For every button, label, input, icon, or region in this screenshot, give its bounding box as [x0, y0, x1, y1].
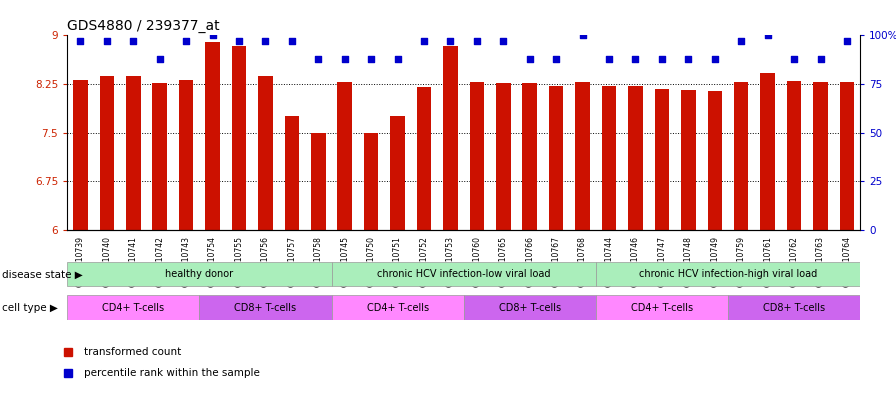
- Bar: [67, 262, 332, 286]
- Text: chronic HCV infection-low viral load: chronic HCV infection-low viral load: [377, 269, 550, 279]
- Bar: [258, 76, 272, 230]
- Point: [655, 55, 669, 62]
- Bar: [285, 116, 299, 230]
- Bar: [179, 80, 194, 230]
- Bar: [73, 80, 88, 230]
- Bar: [814, 82, 828, 230]
- Bar: [655, 88, 669, 230]
- Bar: [67, 295, 199, 320]
- Point: [285, 38, 299, 44]
- Text: disease state ▶: disease state ▶: [2, 269, 82, 279]
- Bar: [575, 82, 590, 230]
- Text: GDS4880 / 239377_at: GDS4880 / 239377_at: [67, 19, 220, 33]
- Point: [391, 55, 405, 62]
- Point: [708, 55, 722, 62]
- Bar: [444, 46, 458, 230]
- Point: [470, 38, 484, 44]
- Bar: [708, 91, 722, 230]
- Bar: [338, 82, 352, 230]
- Bar: [470, 82, 484, 230]
- Bar: [332, 262, 596, 286]
- Point: [522, 55, 537, 62]
- Point: [496, 38, 511, 44]
- Bar: [205, 42, 220, 230]
- Text: chronic HCV infection-high viral load: chronic HCV infection-high viral load: [639, 269, 817, 279]
- Point: [126, 38, 141, 44]
- Point: [761, 32, 775, 39]
- Bar: [152, 83, 167, 230]
- Point: [73, 38, 88, 44]
- Bar: [681, 90, 695, 230]
- Bar: [496, 83, 511, 230]
- Bar: [332, 295, 464, 320]
- Bar: [761, 73, 775, 230]
- Bar: [596, 262, 860, 286]
- Point: [602, 55, 616, 62]
- Text: CD8+ T-cells: CD8+ T-cells: [499, 303, 561, 312]
- Point: [179, 38, 194, 44]
- Point: [814, 55, 828, 62]
- Point: [734, 38, 748, 44]
- Point: [628, 55, 642, 62]
- Bar: [232, 46, 246, 230]
- Bar: [522, 83, 537, 230]
- Point: [840, 38, 854, 44]
- Point: [311, 55, 325, 62]
- Point: [338, 55, 352, 62]
- Bar: [364, 133, 378, 230]
- Point: [152, 55, 167, 62]
- Text: CD8+ T-cells: CD8+ T-cells: [763, 303, 825, 312]
- Bar: [787, 81, 801, 230]
- Text: CD4+ T-cells: CD4+ T-cells: [631, 303, 693, 312]
- Bar: [126, 76, 141, 230]
- Bar: [549, 86, 564, 230]
- Text: cell type ▶: cell type ▶: [2, 303, 57, 313]
- Bar: [417, 87, 431, 230]
- Bar: [199, 295, 332, 320]
- Point: [258, 38, 272, 44]
- Point: [232, 38, 246, 44]
- Text: CD4+ T-cells: CD4+ T-cells: [366, 303, 428, 312]
- Point: [205, 32, 220, 39]
- Bar: [391, 116, 405, 230]
- Bar: [602, 86, 616, 230]
- Point: [417, 38, 431, 44]
- Point: [444, 38, 458, 44]
- Bar: [464, 295, 596, 320]
- Bar: [628, 86, 642, 230]
- Bar: [728, 295, 860, 320]
- Point: [99, 38, 114, 44]
- Text: transformed count: transformed count: [84, 347, 182, 357]
- Point: [549, 55, 564, 62]
- Bar: [311, 133, 325, 230]
- Point: [575, 32, 590, 39]
- Bar: [734, 82, 748, 230]
- Bar: [99, 76, 114, 230]
- Bar: [596, 295, 728, 320]
- Bar: [840, 82, 854, 230]
- Point: [364, 55, 378, 62]
- Text: healthy donor: healthy donor: [165, 269, 234, 279]
- Text: CD4+ T-cells: CD4+ T-cells: [102, 303, 164, 312]
- Text: percentile rank within the sample: percentile rank within the sample: [84, 368, 260, 378]
- Point: [787, 55, 801, 62]
- Text: CD8+ T-cells: CD8+ T-cells: [235, 303, 297, 312]
- Point: [681, 55, 695, 62]
